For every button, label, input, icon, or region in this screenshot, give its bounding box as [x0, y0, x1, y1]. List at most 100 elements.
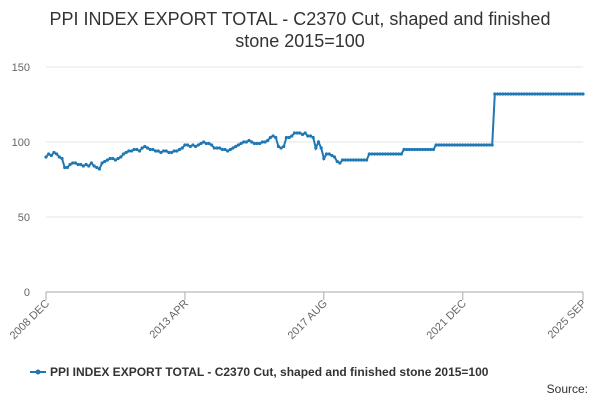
- point: [135, 147, 139, 152]
- point: [394, 152, 398, 156]
- point: [92, 164, 96, 168]
- point: [469, 143, 473, 147]
- x-tick-label: 2013 APR: [148, 298, 192, 342]
- point: [346, 158, 350, 162]
- legend-marker: [35, 369, 41, 375]
- point: [113, 158, 118, 162]
- point: [132, 147, 136, 152]
- point: [282, 144, 286, 149]
- point: [340, 158, 345, 162]
- point: [290, 134, 294, 138]
- point: [284, 135, 289, 140]
- point: [453, 143, 457, 147]
- point: [479, 143, 484, 147]
- point: [570, 92, 574, 96]
- point: [373, 152, 377, 156]
- point: [180, 146, 184, 150]
- point: [87, 164, 91, 168]
- point: [375, 152, 379, 156]
- point: [370, 152, 374, 156]
- point: [431, 147, 435, 152]
- point: [525, 92, 529, 96]
- point: [389, 152, 393, 156]
- point: [517, 92, 521, 96]
- point: [292, 131, 297, 135]
- point: [319, 146, 323, 150]
- point: [258, 141, 262, 146]
- point: [354, 158, 358, 162]
- point: [199, 141, 203, 146]
- point: [332, 155, 337, 159]
- point: [442, 143, 446, 147]
- point: [194, 144, 198, 149]
- point: [196, 143, 200, 147]
- point: [207, 141, 211, 146]
- point: [79, 162, 83, 167]
- point: [260, 140, 265, 144]
- point: [220, 147, 224, 152]
- point: [156, 149, 160, 153]
- point: [466, 143, 470, 147]
- point: [335, 159, 339, 164]
- point: [137, 149, 142, 153]
- point: [578, 92, 582, 96]
- point: [121, 152, 126, 156]
- point: [234, 144, 238, 149]
- point: [49, 153, 53, 158]
- point: [527, 92, 532, 96]
- point: [228, 147, 232, 152]
- point: [381, 152, 385, 156]
- point: [68, 162, 72, 167]
- point: [210, 143, 214, 147]
- point: [159, 150, 163, 155]
- point: [143, 144, 147, 149]
- point: [295, 131, 299, 135]
- point: [65, 165, 69, 170]
- point: [399, 152, 403, 156]
- point: [76, 162, 80, 167]
- point: [461, 143, 465, 147]
- point: [549, 92, 553, 96]
- point: [191, 143, 195, 147]
- point: [306, 134, 310, 138]
- point: [405, 147, 409, 152]
- point: [119, 155, 123, 159]
- point: [383, 152, 387, 156]
- point: [426, 147, 430, 152]
- point: [324, 152, 329, 156]
- point: [177, 147, 182, 152]
- point: [511, 92, 516, 96]
- point: [153, 149, 158, 153]
- point: [487, 143, 492, 147]
- point: [271, 134, 275, 138]
- x-tick-label: 2017 AUG: [286, 298, 330, 342]
- point: [367, 152, 371, 156]
- y-tick-label: 150: [12, 62, 30, 74]
- point: [116, 156, 120, 161]
- point: [565, 92, 569, 96]
- point: [105, 158, 110, 162]
- point: [538, 92, 542, 96]
- point: [415, 147, 419, 152]
- x-tick-label: 2025 SEP: [546, 298, 590, 342]
- point: [407, 147, 411, 152]
- point: [103, 159, 107, 164]
- x-tick-label: 2008 DEC: [8, 298, 52, 342]
- point: [169, 150, 174, 155]
- point: [316, 140, 321, 144]
- point: [164, 149, 168, 153]
- point: [356, 158, 361, 162]
- point: [84, 162, 88, 167]
- point: [482, 143, 486, 147]
- x-tick-label: 2021 DEC: [425, 298, 469, 342]
- point: [541, 92, 545, 96]
- point: [311, 135, 315, 140]
- legend-label: PPI INDEX EXPORT TOTAL - C2370 Cut, shap…: [50, 365, 489, 379]
- point: [535, 92, 540, 96]
- point: [418, 147, 422, 152]
- point: [100, 161, 104, 165]
- point: [351, 158, 355, 162]
- point: [519, 92, 524, 96]
